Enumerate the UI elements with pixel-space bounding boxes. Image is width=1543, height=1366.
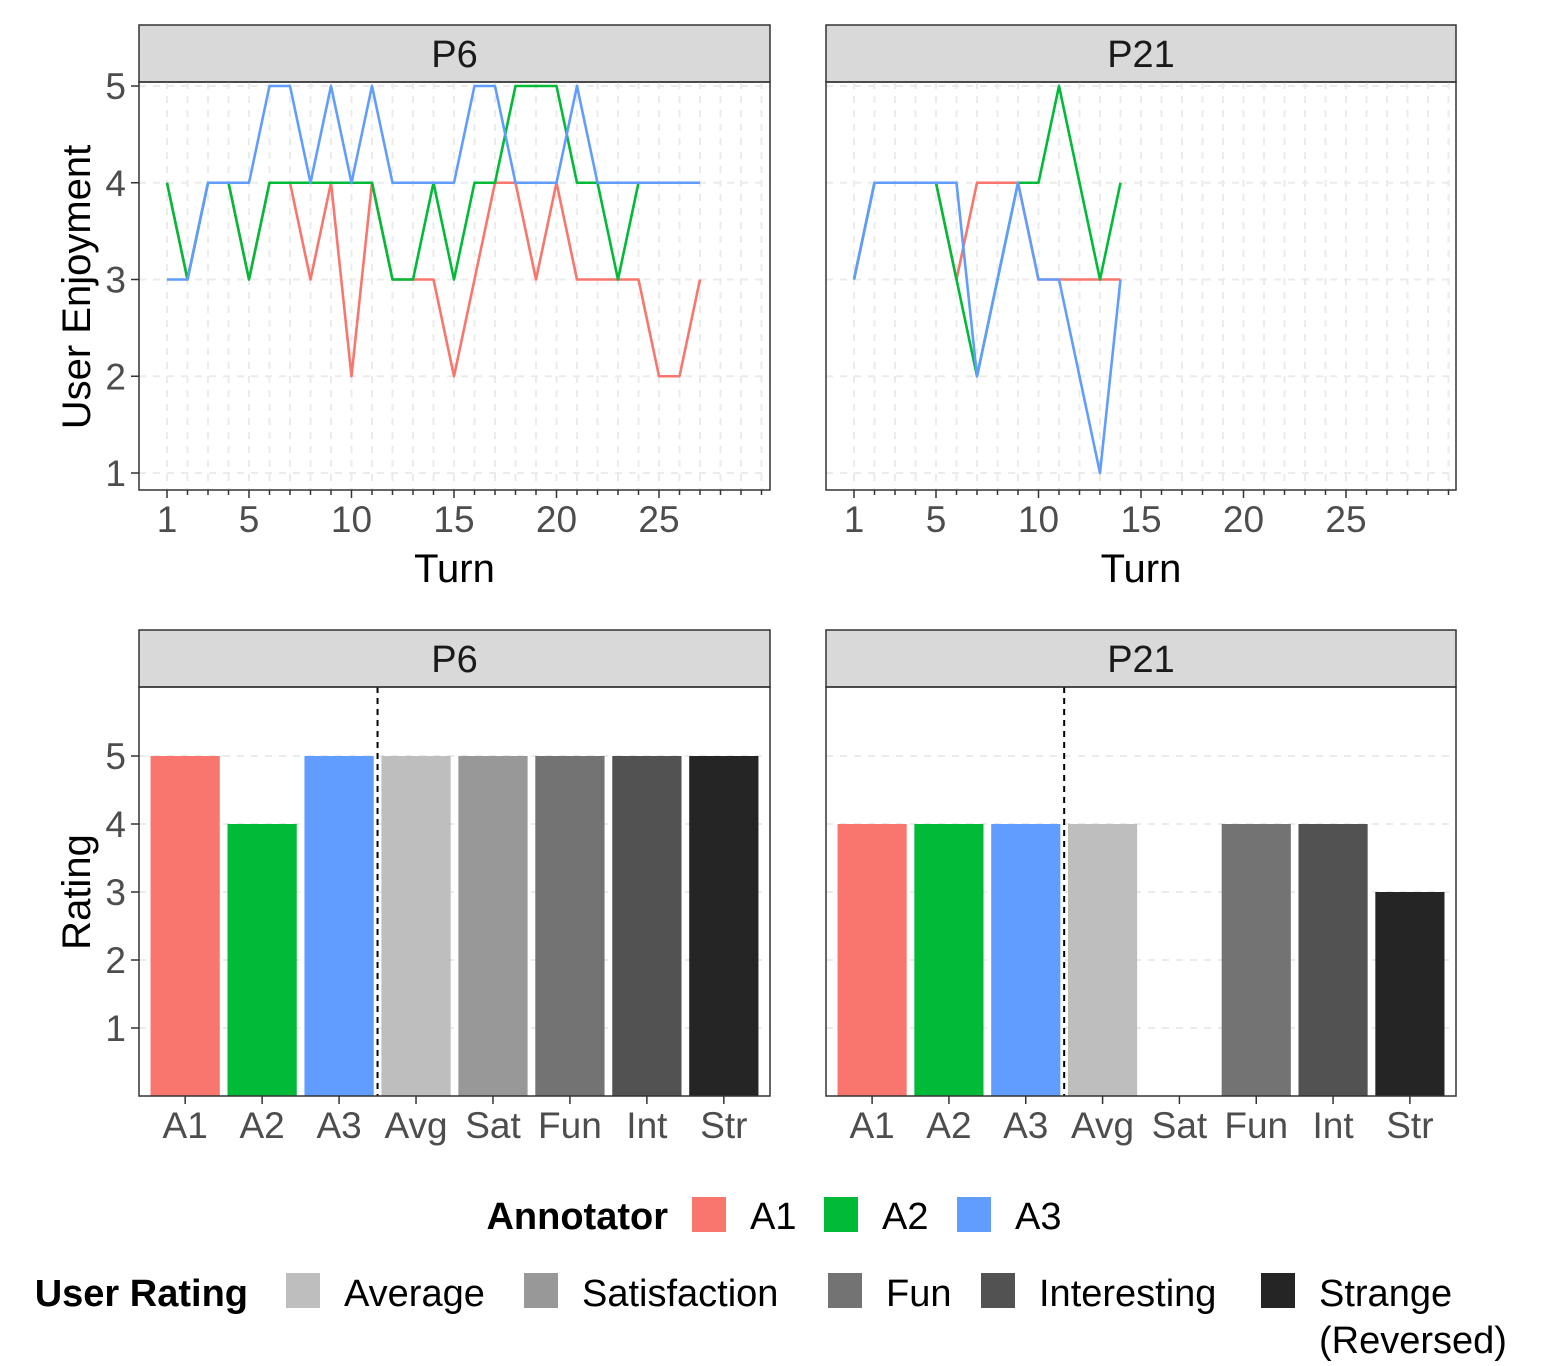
- legend-key-interesting: [981, 1273, 1015, 1308]
- y-tick-label: 4: [105, 804, 126, 845]
- strip-background: [825, 24, 1457, 83]
- series-line-a3: [852, 181, 1122, 475]
- bar-fun: [535, 756, 605, 1096]
- x-tick-label: 10: [1018, 499, 1059, 540]
- y-tick-label: 2: [105, 940, 126, 981]
- y-tick-label: 5: [105, 66, 126, 107]
- x-tick-label: Sat: [465, 1105, 521, 1146]
- x-tick-label: Int: [1313, 1105, 1355, 1146]
- x-tick-label: 15: [1120, 499, 1161, 540]
- x-tick-label: Int: [626, 1105, 668, 1146]
- strip-label: P21: [1107, 34, 1175, 76]
- series-line-a3: [167, 84, 700, 281]
- legend: Annotator A1 A2 A3 User Rating Average Satisfa…: [35, 1196, 1507, 1362]
- strip-label: P6: [431, 639, 477, 681]
- x-tick-label: A1: [163, 1105, 208, 1146]
- y-axis-title: User Enjoyment: [55, 145, 99, 430]
- bar-int: [1298, 824, 1368, 1096]
- y-axis-title: Rating: [55, 834, 99, 950]
- x-tick-label: 1: [157, 499, 178, 540]
- y-tick-label: 3: [105, 260, 126, 301]
- strip-background: [138, 24, 771, 83]
- legend-label-a1: A1: [750, 1196, 796, 1238]
- bar-sat: [458, 756, 528, 1096]
- plot-border: [825, 686, 1457, 1097]
- x-tick-label: 5: [239, 499, 260, 540]
- y-tick-label: 4: [105, 163, 126, 204]
- legend-key-average: [286, 1273, 320, 1308]
- x-tick-label: Str: [1386, 1105, 1433, 1146]
- bar-str: [1375, 892, 1445, 1096]
- strip-label: P6: [431, 34, 477, 76]
- panel-p6-bar: P6 A1 A2 A3 Avg Sat Fun Int Str 1 2 3 4 5 Rating: [55, 629, 771, 1146]
- bar-a2: [914, 824, 984, 1096]
- x-tick-label: A1: [849, 1105, 894, 1146]
- x-tick-label: Avg: [1071, 1105, 1134, 1146]
- bar-a1: [837, 824, 907, 1096]
- x-tick-label: 15: [433, 499, 474, 540]
- legend-label-fun: Fun: [886, 1273, 951, 1315]
- x-tick-label: Fun: [538, 1105, 602, 1146]
- x-tick-label: 20: [536, 499, 577, 540]
- legend-title-annotator: Annotator: [486, 1196, 668, 1238]
- x-tick-label: 1: [844, 499, 865, 540]
- bar-a2: [227, 824, 297, 1096]
- bar-a3: [304, 756, 374, 1096]
- y-tick-label: 5: [105, 736, 126, 777]
- bar-avg: [1068, 824, 1138, 1096]
- legend-label-a2: A2: [882, 1196, 928, 1238]
- bar-a3: [991, 824, 1061, 1096]
- x-axis-title: Turn: [1101, 547, 1182, 591]
- legend-key-a1: [692, 1197, 726, 1232]
- x-axis-title: Turn: [414, 547, 495, 591]
- legend-key-fun: [828, 1273, 862, 1308]
- y-tick-label: 2: [105, 356, 126, 397]
- y-tick-label: 1: [105, 1008, 126, 1049]
- legend-key-a3: [957, 1197, 991, 1232]
- x-tick-label: 20: [1223, 499, 1264, 540]
- x-tick-label: Sat: [1152, 1105, 1208, 1146]
- x-tick-label: 10: [331, 499, 372, 540]
- legend-label-interesting: Interesting: [1039, 1273, 1216, 1315]
- x-tick-label: Str: [700, 1105, 747, 1146]
- x-tick-label: Fun: [1224, 1105, 1288, 1146]
- bar-str: [689, 756, 759, 1096]
- x-tick-label: 5: [926, 499, 947, 540]
- x-tick-label: Avg: [384, 1105, 447, 1146]
- x-tick-label: A2: [239, 1105, 284, 1146]
- legend-label-a3: A3: [1015, 1196, 1061, 1238]
- x-tick-label: A3: [1003, 1105, 1048, 1146]
- legend-key-a2: [824, 1197, 858, 1232]
- y-tick-label: 1: [105, 453, 126, 494]
- y-tick-label: 3: [105, 872, 126, 913]
- bar-int: [612, 756, 682, 1096]
- series-line-a1: [852, 181, 1121, 281]
- x-tick-label: A3: [316, 1105, 361, 1146]
- bar-a1: [150, 756, 220, 1096]
- panel-p21-bar: P21 A1 A2 A3 Avg Sat Fun Int Str: [825, 629, 1457, 1146]
- bar-fun: [1221, 824, 1291, 1096]
- legend-label-average: Average: [344, 1273, 485, 1315]
- bar-avg: [381, 756, 451, 1096]
- x-tick-label: A2: [926, 1105, 971, 1146]
- legend-key-strange: [1261, 1273, 1295, 1308]
- legend-label-strange: Strange: [1319, 1273, 1452, 1315]
- strip-background: [825, 629, 1457, 688]
- legend-label-reversed: (Reversed): [1319, 1320, 1507, 1362]
- legend-title-user-rating: User Rating: [35, 1273, 248, 1315]
- strip-label: P21: [1107, 639, 1175, 681]
- legend-label-satisfaction: Satisfaction: [582, 1273, 778, 1315]
- legend-key-satisfaction: [524, 1273, 558, 1308]
- x-tick-label: 25: [638, 499, 679, 540]
- x-tick-label: 25: [1325, 499, 1366, 540]
